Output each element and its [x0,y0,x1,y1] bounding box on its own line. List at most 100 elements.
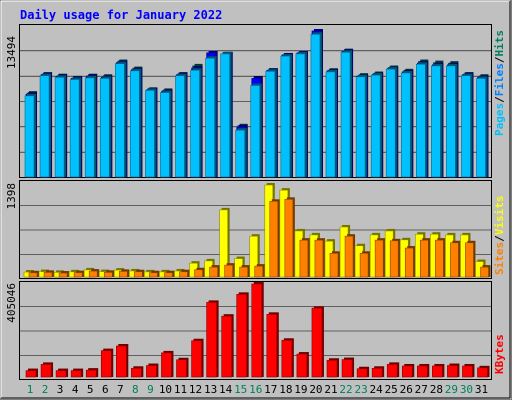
x-label-day-18: 18 [279,383,292,396]
bar-pages-day-14 [220,53,230,178]
x-label-day-24: 24 [370,383,384,396]
y-max-label-hits: 13494 [5,36,18,69]
bar-kbytes-day-5 [85,369,97,378]
side-label-hits: Hits [493,30,506,57]
bar-kbytes-day-9 [146,365,157,378]
bar-kbytes-day-7 [116,345,127,378]
bars-visits-sites [23,183,491,278]
bar-kbytes-day-25 [386,364,398,378]
x-label-day-23: 23 [354,383,367,396]
bar-pages-day-20 [310,33,321,178]
bar-sites-day-23 [359,253,369,278]
side-label-1: Sites/Visits [493,196,506,276]
bar-kbytes-day-15 [236,294,247,378]
bar-sites-day-15 [239,266,248,278]
bar-kbytes-day-13 [206,302,217,378]
bar-pages-day-1 [24,95,35,178]
bar-kbytes-day-31 [477,367,488,378]
bar-kbytes-day-16 [251,283,263,378]
x-label-day-10: 10 [159,383,172,396]
bar-sites-day-13 [209,266,218,278]
bar-kbytes-day-3 [55,370,67,378]
bar-sites-day-10 [164,272,173,278]
bar-kbytes-day-6 [100,350,112,378]
bar-kbytes-day-8 [131,367,142,378]
x-label-day-22: 22 [339,383,352,396]
bar-kbytes-day-22 [341,359,353,378]
x-label-day-16: 16 [249,383,262,396]
x-label-day-14: 14 [219,383,233,396]
x-label-day-27: 27 [415,383,428,396]
bar-kbytes-day-24 [371,367,383,378]
bar-kbytes-day-1 [25,370,37,378]
bar-kbytes-day-20 [311,307,323,378]
bar-sites-day-11 [179,271,188,278]
bar-kbytes-day-12 [191,340,202,378]
bar-kbytes-day-23 [356,368,368,378]
bar-pages-day-18 [280,55,291,178]
bar-sites-day-5 [88,270,98,278]
bar-sites-day-9 [149,272,158,278]
bar-pages-day-4 [69,79,80,178]
bar-sites-day-16 [254,265,264,278]
x-label-day-30: 30 [460,383,473,396]
bar-sites-day-29 [450,242,459,278]
x-label-day-28: 28 [430,383,443,396]
bar-kbytes-day-21 [326,359,338,378]
bar-sites-day-22 [344,235,354,278]
side-label-sites: Sites [493,242,506,275]
bar-pages-day-23 [355,76,366,178]
bar-sites-day-2 [43,272,53,278]
bar-sites-day-26 [404,247,414,278]
x-label-day-4: 4 [72,383,79,396]
side-label-separator: / [493,235,506,242]
chart-title: Daily usage for January 2022 [20,8,222,22]
bar-sites-day-25 [389,240,399,278]
side-label-files: Files [493,63,506,96]
bar-sites-day-8 [134,271,143,278]
bar-pages-day-30 [461,75,471,178]
x-label-day-8: 8 [132,383,139,396]
bar-sites-day-18 [284,199,294,278]
bar-kbytes-day-27 [416,365,428,378]
bar-pages-day-5 [84,77,95,178]
y-max-label-visits: 1398 [5,183,18,210]
x-label-day-12: 12 [189,383,202,396]
x-label-day-19: 19 [294,383,307,396]
bar-kbytes-day-11 [176,359,187,378]
bar-kbytes-day-19 [296,353,308,378]
bar-sites-day-17 [269,201,279,278]
x-label-day-11: 11 [174,383,187,396]
bar-kbytes-day-29 [447,365,458,378]
bar-kbytes-day-10 [161,352,172,378]
bar-sites-day-20 [314,239,324,278]
x-label-day-6: 6 [102,383,109,396]
bar-pages-day-10 [160,92,170,178]
bar-sites-day-24 [374,239,384,278]
bar-pages-day-25 [385,68,396,178]
bar-pages-day-26 [400,72,411,178]
bar-pages-day-22 [340,51,351,178]
bar-sites-day-1 [28,272,38,278]
x-label-day-31: 31 [475,383,488,396]
x-label-day-7: 7 [117,383,124,396]
bar-pages-day-8 [130,70,140,178]
x-label-day-20: 20 [309,383,322,396]
bar-kbytes-day-28 [432,365,443,378]
bar-pages-day-9 [145,90,155,178]
x-label-day-2: 2 [42,383,49,396]
bar-visits-day-14 [219,209,228,278]
side-label-separator: / [493,96,506,103]
bar-pages-day-2 [39,75,50,178]
bar-sites-day-31 [480,266,489,278]
bar-sites-day-14 [224,264,233,278]
bar-pages-day-16 [250,85,261,178]
x-label-day-21: 21 [324,383,337,396]
bar-pages-day-15 [235,129,245,178]
side-label-pages: Pages [493,103,506,136]
bar-sites-day-3 [58,272,68,278]
bar-kbytes-day-30 [462,365,473,378]
bars-kbytes [25,282,490,378]
x-label-day-25: 25 [385,383,398,396]
